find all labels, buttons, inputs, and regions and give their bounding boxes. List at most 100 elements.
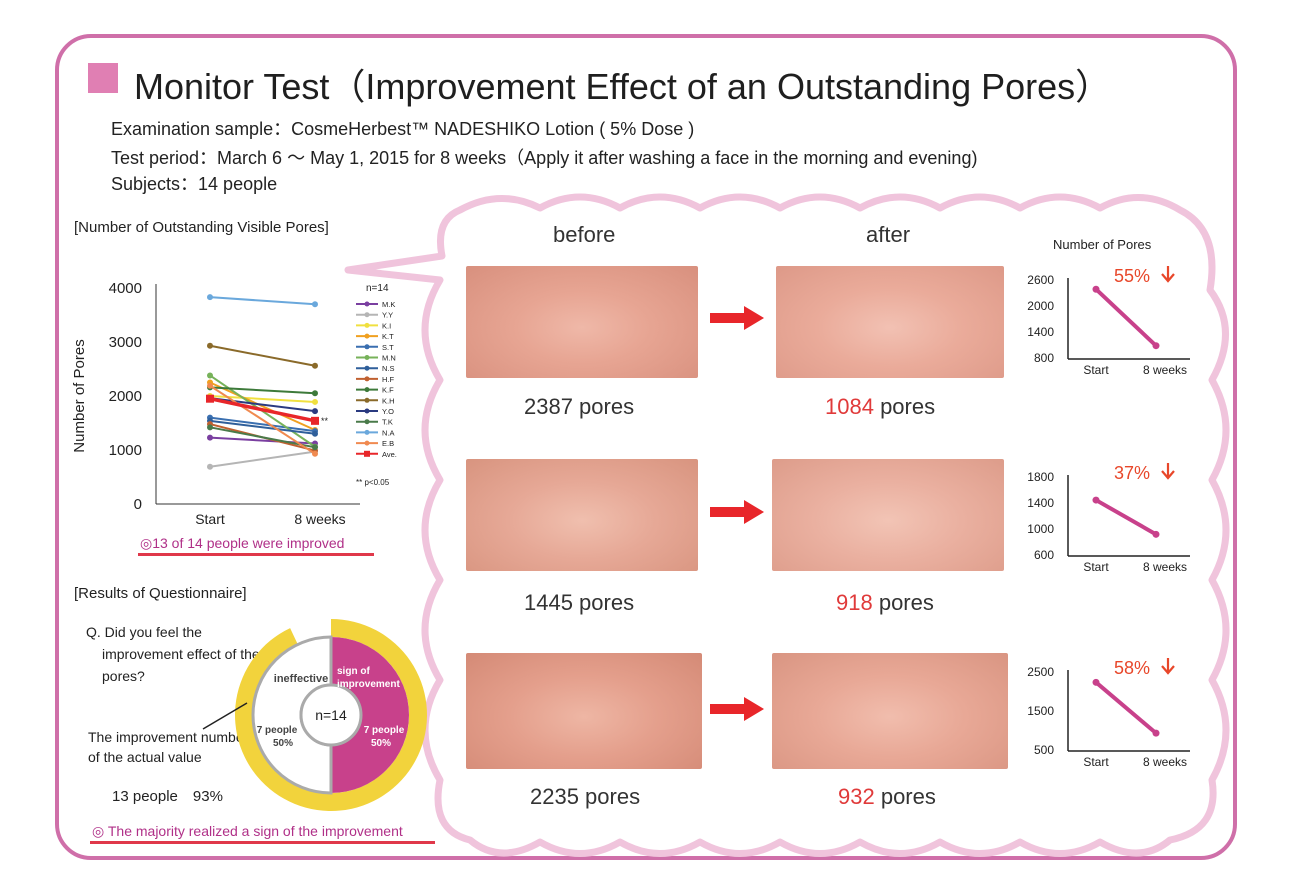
callout-line (202, 702, 248, 730)
legend-label-M.K: M.K (382, 300, 395, 309)
legend-marker (364, 355, 370, 360)
series-line-K.T (209, 381, 316, 431)
slice-pct-improvement: 50% (371, 738, 391, 749)
mini-series-line (1094, 287, 1158, 348)
y-tick-label: 0 (134, 496, 142, 513)
legend-label-E.B: E.B (382, 439, 394, 448)
legend-marker (364, 419, 370, 425)
donut-center-label: n=14 (315, 707, 347, 723)
series-line-K.H (209, 344, 316, 367)
legend-label-K.I: K.I (382, 321, 391, 330)
mini-point (1152, 729, 1160, 737)
improved-underline (138, 553, 374, 556)
series-line-N.S (209, 419, 316, 435)
series-point-E.B (207, 382, 213, 389)
legend-label-Ave.: Ave. (382, 450, 397, 459)
after-count-2: 918 pores (836, 590, 934, 615)
legend-marker (364, 376, 370, 382)
right-arrow-icon (710, 306, 764, 330)
series-point-K.H (312, 362, 318, 369)
series-point-K.I (312, 398, 318, 405)
mini-x-tick-label: Start (1083, 755, 1109, 769)
mini-chart-header: Number of Pores (1053, 237, 1152, 252)
mini-series-line (1094, 680, 1158, 735)
mini-series-line (1095, 498, 1157, 537)
page-title: Monitor Test（Improvement Effect of an Ou… (134, 66, 1112, 107)
majority-underline (90, 841, 435, 844)
donut-hole (299, 683, 363, 747)
after-photo-2 (772, 459, 1004, 571)
after-count-3: 932 pores (838, 784, 936, 809)
before-column-label: before (553, 222, 616, 247)
legend-marker (364, 322, 370, 328)
legend-label-T.K: T.K (382, 418, 393, 427)
legend-label-N.S: N.S (382, 364, 395, 373)
x-tick-label: 8 weeks (294, 511, 345, 527)
legend-marker (364, 344, 370, 350)
right-arrow-icon (710, 500, 764, 524)
series-point-K.F (312, 390, 318, 397)
mini-y-tick-label: 800 (1034, 351, 1054, 365)
series-point-Ave. (206, 394, 214, 403)
down-arrow-icon (1161, 463, 1175, 480)
legend-marker (364, 301, 370, 307)
before-count-1: 2387 pores (524, 394, 635, 419)
before-count-2: 1445 pores (524, 590, 635, 615)
title-marker (88, 63, 118, 93)
subjects-info: Subjects：14 people (111, 174, 278, 194)
series-line-N.A (209, 296, 316, 306)
pores-line-chart: 0 1000 2000 3000 4000 Number of Pores Start 8 w… (71, 280, 397, 527)
series-point-E.B (312, 450, 318, 457)
after-count-1: 1084 pores (825, 394, 936, 419)
legend-label-S.T: S.T (382, 343, 394, 352)
legend-marker (364, 312, 370, 318)
mini-y-tick-label: 500 (1034, 743, 1054, 757)
slice-pct-ineffective: 50% (273, 738, 293, 749)
right-arrow-icon (710, 697, 764, 721)
mini-point (1092, 285, 1100, 293)
mini-chart-2: 600 1000 1400 1800 Start 8 weeks 37% (1027, 463, 1190, 574)
mini-y-tick-label: 2500 (1027, 665, 1054, 679)
slice-value-improvement: 7 people (364, 725, 405, 736)
mini-y-tick-label: 1500 (1027, 704, 1054, 718)
series-point-M.N (207, 372, 213, 379)
mini-x-tick-label: 8 weeks (1143, 755, 1187, 769)
legend-label-M.N: M.N (382, 354, 396, 363)
y-tick-label: 4000 (109, 280, 142, 297)
improved-note: ◎13 of 14 people were improved (140, 535, 345, 551)
legend-label-K.T: K.T (382, 332, 394, 341)
series-point-N.S (312, 430, 318, 437)
y-axis-label: Number of Pores (71, 339, 88, 452)
mini-x-tick-label: Start (1083, 363, 1109, 377)
x-tick-label: Start (195, 511, 225, 527)
legend-label-Y.Y: Y.Y (382, 311, 393, 320)
before-photo-3 (466, 653, 702, 769)
series-point-M.K (207, 434, 213, 441)
questionnaire-heading: [Results of Questionnaire] (74, 585, 247, 602)
down-arrow-icon (1161, 658, 1175, 675)
series-line-E.B (209, 384, 316, 455)
legend-marker (364, 365, 370, 371)
question-text: Q. Did you feel the improvement effect o… (86, 624, 260, 684)
slice-value-ineffective: 7 people (257, 725, 298, 736)
after-column-label: after (866, 222, 911, 247)
down-arrow-icon (1161, 266, 1175, 283)
before-photo-2 (466, 459, 698, 571)
after-photo-3 (772, 653, 1008, 769)
series-point-Y.Y (207, 463, 213, 470)
series-line-T.K (209, 426, 316, 449)
series-point-T.K (207, 424, 213, 431)
period-info: Test period：March 6 ～ May 1, 2015 for 8 … (111, 148, 978, 168)
series-point-N.A (207, 294, 213, 301)
mini-y-tick-label: 1000 (1027, 522, 1054, 536)
y-tick-label: 2000 (109, 388, 142, 405)
slice-label-improvement-line1: sign of (337, 666, 370, 677)
majority-note: ◎ The majority realized a sign of the im… (92, 823, 403, 839)
significance-mark: ** (321, 416, 329, 426)
series-line-Y.Y (209, 450, 316, 468)
slice-label-improvement-line2: improvement (337, 679, 400, 690)
percent-decrease-label: 58% (1114, 658, 1150, 678)
questionnaire-donut-chart: n=14 ineffective 7 people 50% sign of improve… (202, 619, 427, 811)
mini-y-tick-label: 600 (1034, 548, 1054, 562)
mini-y-tick-label: 2600 (1027, 273, 1054, 287)
